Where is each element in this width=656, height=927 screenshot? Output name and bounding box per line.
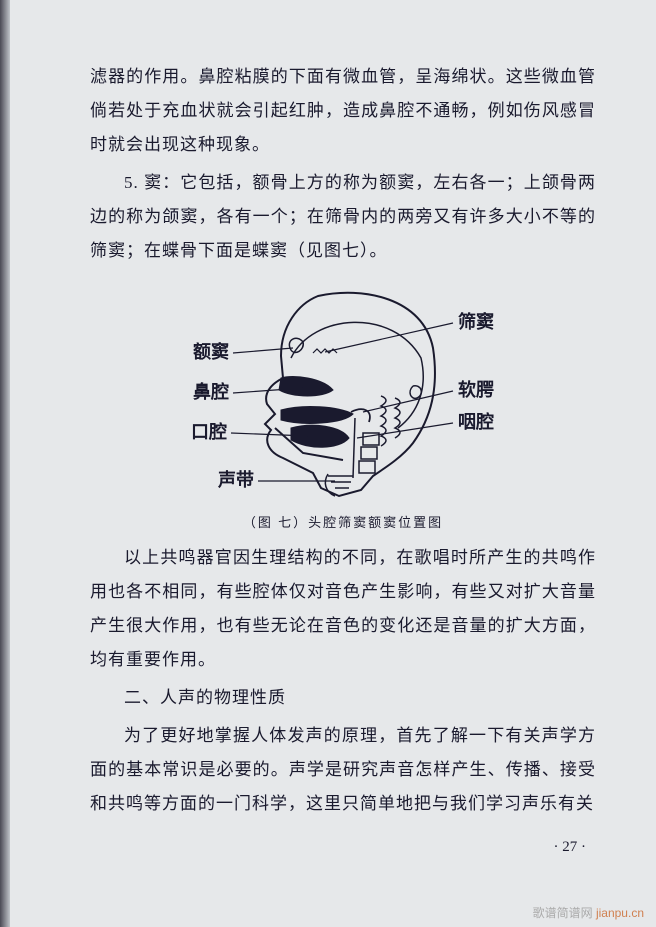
paragraph-4: 二、人声的物理性质	[90, 681, 596, 715]
page-number: · 27 ·	[90, 839, 596, 856]
paragraph-2: 5. 窦：它包括，额骨上方的称为额窦，左右各一；上颌骨两边的称为颌窦，各有一个；…	[90, 166, 596, 268]
watermark-text-1: 歌谱简谱网	[533, 906, 596, 920]
label-oral-cavity: 口腔	[191, 421, 227, 442]
paragraph-3: 以上共鸣器官因生理结构的不同，在歌唱时所产生的共鸣作用也各不相同，有些腔体仅对音…	[90, 541, 596, 677]
paragraph-5: 为了更好地掌握人体发声的原理，首先了解一下有关声学方面的基本常识是必要的。声学是…	[90, 719, 596, 821]
label-pharynx: 咽腔	[458, 411, 494, 432]
watermark-text-2: jianpu.cn	[596, 906, 644, 920]
label-soft-palate: 软腭	[458, 379, 494, 400]
head-sagittal-svg: 额窦 鼻腔 口腔 声带 筛窦 软腭 咽腔	[163, 278, 523, 508]
label-ethmoid-sinus: 筛窦	[458, 311, 494, 332]
figure-caption: （图 七）头腔筛窦额窦位置图	[90, 512, 596, 531]
label-frontal-sinus: 额窦	[193, 341, 229, 362]
anatomy-diagram: 额窦 鼻腔 口腔 声带 筛窦 软腭 咽腔	[90, 278, 596, 508]
label-vocal-cords: 声带	[217, 469, 254, 490]
watermark: 歌谱简谱网 jianpu.cn	[533, 904, 644, 921]
paragraph-1: 滤器的作用。鼻腔粘膜的下面有微血管，呈海绵状。这些微血管倘若处于充血状就会引起红…	[90, 60, 596, 162]
label-nasal-cavity: 鼻腔	[193, 381, 229, 402]
document-page: 滤器的作用。鼻腔粘膜的下面有微血管，呈海绵状。这些微血管倘若处于充血状就会引起红…	[10, 0, 656, 927]
